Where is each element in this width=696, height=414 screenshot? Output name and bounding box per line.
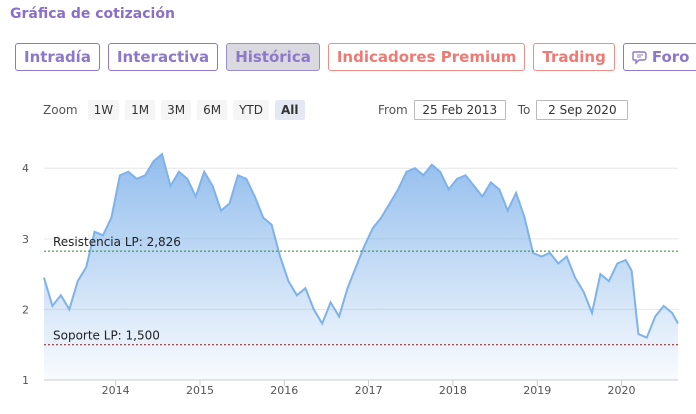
tab-intradia[interactable]: Intradía [15,43,100,71]
x-tick-label: 2015 [186,384,214,397]
tab-label: Interactiva [116,48,210,66]
x-tick-label: 2020 [608,384,636,397]
zoom-ytd-button[interactable]: YTD [233,100,269,120]
speech-bubble-icon [632,49,648,65]
chart-tabs: Intradía Interactiva Histórica Indicador… [15,43,696,71]
x-tick-label: 2019 [523,384,551,397]
zoom-1w-button[interactable]: 1W [87,100,120,120]
date-range: From To [378,100,629,120]
zoom-all-button[interactable]: All [275,100,305,120]
tab-label: Histórica [235,48,311,66]
tab-foro[interactable]: Foro [622,43,696,71]
x-tick-label: 2014 [102,384,130,397]
page-title: Gráfica de cotización [10,6,175,22]
from-date-input[interactable] [413,100,506,120]
zoom-3m-button[interactable]: 3M [161,100,192,120]
y-tick-label: 4 [22,162,29,175]
to-label: To [517,103,531,117]
tab-historica[interactable]: Histórica [226,43,320,71]
zoom-selector: Zoom 1W 1M 3M 6M YTD All [43,100,305,120]
tab-label: Indicadores Premium [336,48,517,66]
x-tick-label: 2018 [439,384,467,397]
x-tick-label: 2016 [270,384,298,397]
zoom-6m-button[interactable]: 6M [197,100,228,120]
tab-interactiva[interactable]: Interactiva [107,43,219,71]
price-area [44,154,678,380]
tab-label: Foro [651,48,690,66]
zoom-1m-button[interactable]: 1M [125,100,156,120]
zoom-label: Zoom [43,103,78,117]
resistance-label: Resistencia LP: 2,826 [53,235,181,249]
tab-label: Trading [542,48,606,66]
x-tick-label: 2017 [355,384,383,397]
tab-label: Intradía [24,48,91,66]
to-date-input[interactable] [536,100,629,120]
price-line [43,152,679,339]
y-tick-label: 3 [22,233,29,246]
tab-trading[interactable]: Trading [533,43,615,71]
tab-indicadores-premium[interactable]: Indicadores Premium [327,43,526,71]
from-label: From [378,103,408,117]
y-tick-label: 1 [22,374,29,387]
support-label: Soporte LP: 1,500 [53,329,160,343]
y-tick-label: 2 [22,303,29,316]
